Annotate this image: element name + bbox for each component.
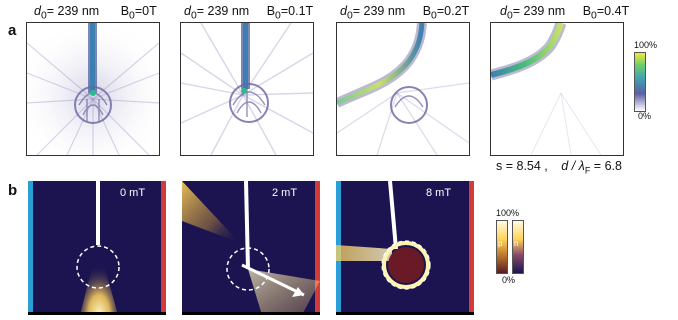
parameters-label: s = 8.54 , d / λF = 6.8 (496, 159, 622, 176)
header-a3: d0= 239 nm B0=0.2T (340, 4, 470, 22)
colorbar-a-min-label: 0% (638, 111, 652, 121)
colorbar-b-p (496, 220, 508, 274)
row-a-label: a (8, 22, 17, 39)
row-b-label: b (8, 182, 18, 199)
field-label-b2: 2 mT (272, 187, 298, 199)
field-label-b1: 0 mT (120, 187, 146, 199)
header-a2: d0= 239 nm B0=0.1T (184, 4, 314, 22)
colorbar-a (634, 52, 646, 112)
field-label-b3: 8 mT (426, 187, 452, 199)
colorbar-b-max-label: 100% (496, 208, 520, 218)
colorbar-a-max-label: 100% (634, 40, 658, 50)
colorbar-b-p-label: p (498, 239, 503, 248)
header-a4: d0= 239 nm B0=0.4T (500, 4, 630, 22)
simulation-panel-0.2T (336, 22, 470, 156)
simulation-panel-0T (26, 22, 160, 156)
colorbar-b-n (512, 220, 524, 274)
colorbar-b-min-label: 0% (502, 275, 516, 285)
header-a1: d0= 239 nm B0=0T (34, 4, 157, 22)
flow-panel-2mT (182, 181, 320, 315)
simulation-panel-0.1T (180, 22, 314, 156)
flow-panel-0mT (28, 181, 166, 315)
flow-panel-8mT (336, 181, 474, 315)
colorbar-b-n-label: n (514, 239, 519, 248)
simulation-panel-0.4T (490, 22, 624, 156)
